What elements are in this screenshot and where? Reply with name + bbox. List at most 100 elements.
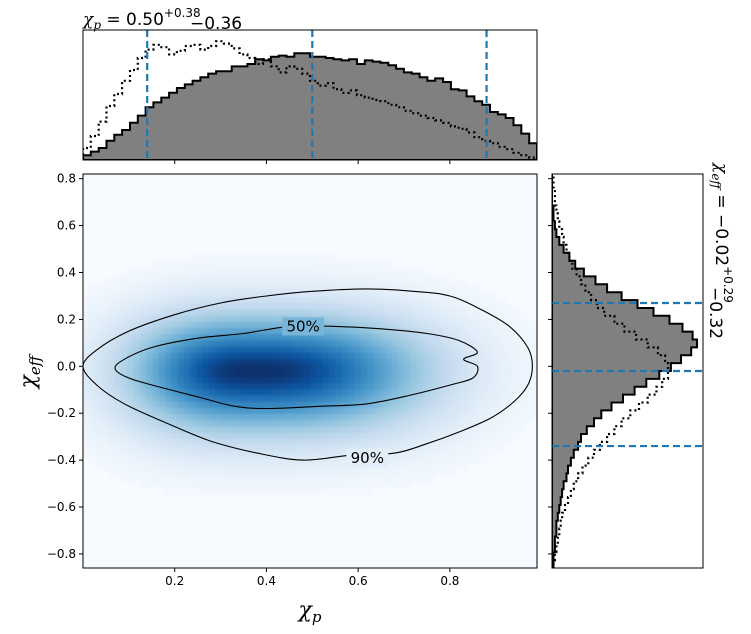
density-cell <box>429 457 437 464</box>
density-cell <box>253 260 261 267</box>
density-cell <box>190 334 198 341</box>
density-cell <box>303 377 311 384</box>
density-cell <box>265 346 273 354</box>
density-cell <box>410 463 418 471</box>
density-cell <box>114 414 122 421</box>
density-cell <box>398 340 406 347</box>
density-cell <box>95 389 103 397</box>
density-cell <box>448 451 456 458</box>
density-cell <box>310 420 317 428</box>
density-cell <box>322 334 330 341</box>
density-cell <box>114 272 122 280</box>
density-cell <box>215 352 223 360</box>
density-cell <box>379 377 387 384</box>
density-cell <box>234 481 242 489</box>
density-cell <box>158 420 166 428</box>
density-cell <box>303 481 311 489</box>
density-cell <box>202 475 210 483</box>
density-cell <box>177 303 185 311</box>
density-cell <box>95 395 103 403</box>
density-cell <box>164 364 172 372</box>
density-cell <box>196 272 204 280</box>
density-cell <box>322 284 330 292</box>
density-cell <box>164 266 172 274</box>
density-cell <box>95 358 103 366</box>
density-cell <box>253 278 261 286</box>
density-cell <box>404 272 412 280</box>
density-cell <box>499 401 507 409</box>
density-cell <box>114 451 122 458</box>
density-cell <box>530 334 537 341</box>
density-cell <box>108 327 116 335</box>
density-cell <box>228 352 235 360</box>
density-cell <box>127 303 135 311</box>
density-cell <box>385 284 393 292</box>
density-cell <box>146 340 153 347</box>
density-cell <box>83 352 90 360</box>
density-cell <box>511 371 519 378</box>
density-cell <box>127 438 135 446</box>
density-cell <box>316 371 324 378</box>
density-cell <box>139 371 147 378</box>
density-cell <box>284 420 292 428</box>
density-cell <box>341 438 349 446</box>
density-cell <box>101 321 109 329</box>
density-cell <box>196 371 204 378</box>
density-cell <box>417 414 425 421</box>
density-cell <box>303 364 311 372</box>
density-cell <box>385 475 393 483</box>
density-cell <box>253 420 261 428</box>
density-cell <box>436 383 444 391</box>
density-cell <box>259 377 267 384</box>
density-cell <box>347 346 355 354</box>
density-cell <box>95 297 103 304</box>
density-cell <box>164 290 172 298</box>
x-tick-label: 0.2 <box>165 574 184 588</box>
density-cell <box>328 469 336 477</box>
density-cell <box>404 284 412 292</box>
density-cell <box>404 309 412 317</box>
density-cell <box>278 414 286 421</box>
density-cell <box>505 371 513 378</box>
density-cell <box>127 426 135 434</box>
density-cell <box>190 278 198 286</box>
density-cell <box>83 451 90 458</box>
density-cell <box>152 352 160 360</box>
density-cell <box>158 469 166 477</box>
density-cell <box>127 457 135 464</box>
density-cell <box>158 377 166 384</box>
density-cell <box>505 395 513 403</box>
density-cell <box>272 371 280 378</box>
density-cell <box>297 358 305 366</box>
density-cell <box>297 260 305 267</box>
density-cell <box>410 266 418 274</box>
density-cell <box>164 352 172 360</box>
density-cell <box>442 407 450 415</box>
density-cell <box>310 438 317 446</box>
density-cell <box>127 266 135 274</box>
density-cell <box>228 432 235 440</box>
density-cell <box>253 451 261 458</box>
density-cell <box>379 383 387 391</box>
density-cell <box>240 451 248 458</box>
density-cell <box>291 438 298 446</box>
density-cell <box>322 315 330 323</box>
density-cell <box>240 260 248 267</box>
density-cell <box>410 309 418 317</box>
density-cell <box>246 420 254 428</box>
density-cell <box>190 260 198 267</box>
density-cell <box>417 358 425 366</box>
density-cell <box>177 315 185 323</box>
density-cell <box>455 451 462 458</box>
density-cell <box>177 260 185 267</box>
density-cell <box>259 272 267 280</box>
density-cell <box>190 284 198 292</box>
density-cell <box>442 327 450 335</box>
density-cell <box>423 346 431 354</box>
density-cell <box>177 457 185 464</box>
density-cell <box>291 432 298 440</box>
density-cell <box>83 395 90 403</box>
density-cell <box>240 487 248 495</box>
density-cell <box>303 340 311 347</box>
density-cell <box>246 451 254 458</box>
